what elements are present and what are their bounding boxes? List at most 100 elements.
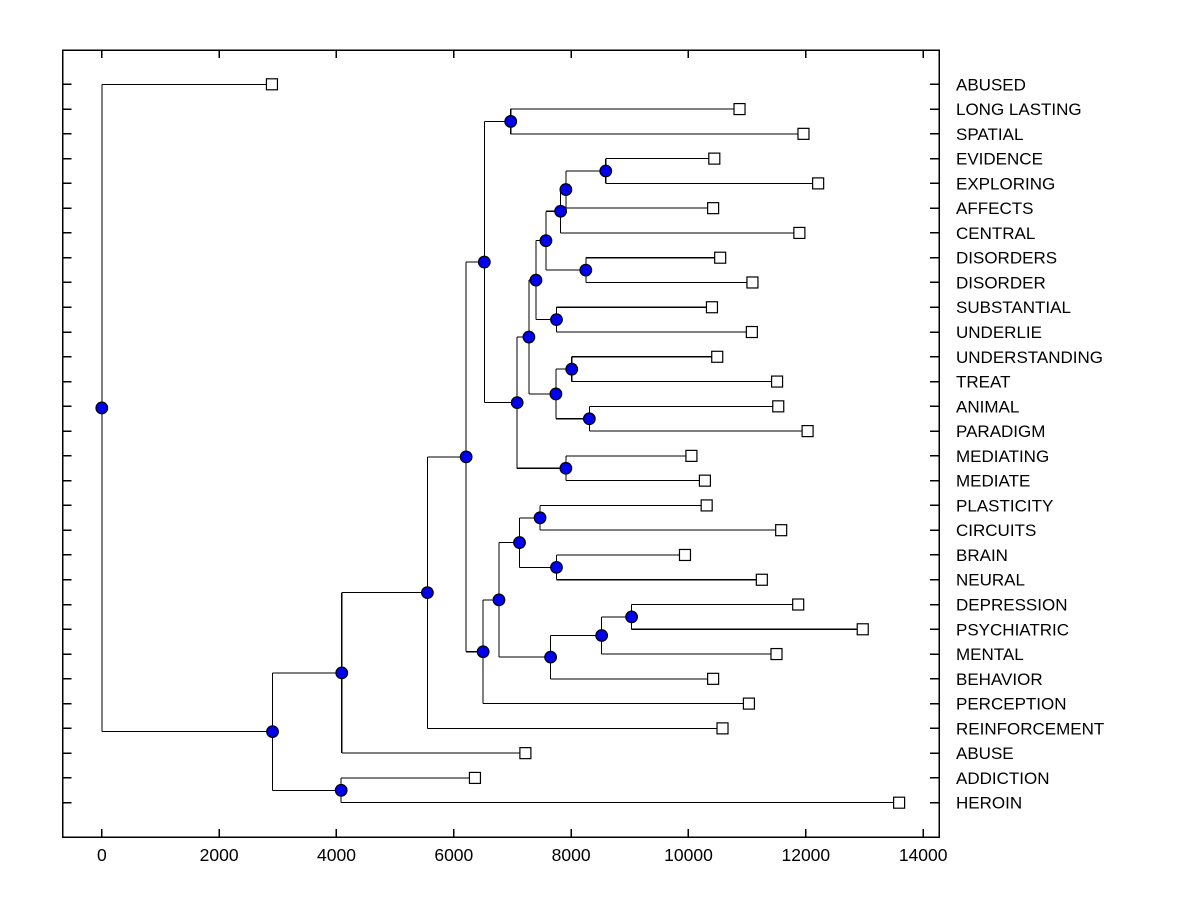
leaf-label-affects: AFFECTS: [956, 199, 1033, 218]
leaf-label-reinforcement: REINFORCEMENT: [956, 719, 1104, 738]
leaf-marker-perception: [742, 697, 756, 710]
leaf-label-circuits: CIRCUITS: [956, 521, 1036, 540]
cluster-node-marker-m1: [539, 234, 553, 248]
cluster-node-marker-g2: [476, 645, 490, 659]
leaf-marker-mediating: [685, 449, 698, 462]
axes-frame: [61, 49, 940, 838]
leaf-label-spatial: SPATIAL: [956, 125, 1023, 144]
cluster-node-marker-i1: [522, 330, 536, 344]
leaf-marker-evidence: [708, 152, 721, 165]
cluster-node-marker-e: [421, 586, 434, 600]
cluster-node-marker-d: [334, 783, 348, 797]
leaf-label-central: CENTRAL: [956, 224, 1035, 243]
leaf-label-addiction: ADDICTION: [956, 769, 1050, 788]
cluster-node-marker-h2: [510, 396, 524, 410]
leaf-marker-substantial: [705, 301, 719, 314]
cluster-node-marker-s1: [565, 362, 579, 376]
x-tick-label: 4000: [317, 845, 356, 865]
leaf-marker-psychiatric: [856, 623, 869, 636]
cluster-node-marker-k1: [529, 273, 543, 287]
cluster-node-marker-root: [95, 401, 109, 415]
cluster-node-marker-aa1: [625, 610, 638, 624]
leaf-label-underlie: UNDERLIE: [956, 323, 1042, 342]
cluster-node-marker-t1: [582, 412, 596, 426]
leaf-label-mental: MENTAL: [956, 645, 1024, 664]
leaf-label-behavior: BEHAVIOR: [956, 670, 1043, 689]
x-tick-label: 0: [97, 845, 107, 865]
leaf-label-abused: ABUSED: [956, 75, 1026, 94]
leaf-marker-affects: [707, 202, 720, 215]
leaf-label-mediating: MEDIATING: [956, 447, 1049, 466]
leaf-label-disorders: DISORDERS: [956, 249, 1057, 268]
leaf-marker-addiction: [468, 771, 482, 785]
cluster-node-marker-u1: [492, 593, 506, 607]
x-tick-label: 6000: [434, 845, 473, 865]
leaf-marker-disorder: [746, 276, 759, 289]
x-tick-label: 12000: [781, 845, 830, 865]
cluster-node-marker-v1: [513, 536, 526, 549]
leaf-marker-central: [793, 226, 806, 240]
cluster-node-marker-w1: [544, 650, 558, 664]
leaf-label-psychiatric: PSYCHIATRIC: [956, 620, 1069, 639]
leaf-label-depression: DEPRESSION: [956, 596, 1067, 615]
x-tick-label: 14000: [899, 845, 948, 865]
leaf-marker-abused: [265, 78, 279, 91]
x-tick-label: 2000: [200, 845, 239, 865]
leaf-marker-animal: [772, 400, 785, 413]
leaf-marker-underlie: [745, 325, 758, 339]
leaf-label-neural: NEURAL: [956, 571, 1025, 590]
leaf-marker-plasticity: [700, 499, 713, 512]
leaf-label-evidence: EVIDENCE: [956, 150, 1043, 169]
leaf-marker-treat: [770, 375, 784, 388]
leaf-marker-long-lasting: [733, 102, 746, 116]
leaf-label-disorder: DISORDER: [956, 273, 1046, 292]
leaf-marker-paradigm: [801, 425, 814, 438]
cluster-node-marker-c: [335, 666, 349, 680]
cluster-node-marker-q1: [559, 183, 573, 196]
leaf-marker-abuse: [519, 747, 532, 760]
x-tick-label: 10000: [664, 845, 713, 865]
leaf-label-understanding: UNDERSTANDING: [956, 348, 1103, 367]
leaf-marker-mental: [770, 647, 783, 661]
x-tick-label: 8000: [552, 845, 591, 865]
leaf-label-heroin: HEROIN: [956, 794, 1022, 813]
leaf-label-exploring: EXPLORING: [956, 174, 1055, 193]
leaf-label-brain: BRAIN: [956, 546, 1008, 565]
leaf-marker-reinforcement: [716, 722, 729, 735]
cluster-node-marker-b: [266, 725, 279, 738]
leaf-marker-depression: [792, 598, 805, 611]
cluster-node-marker-p1: [579, 263, 593, 277]
cluster-node-marker-l1: [549, 387, 563, 401]
cluster-node-marker-h1: [504, 115, 518, 128]
leaf-label-perception: PERCEPTION: [956, 695, 1067, 714]
leaf-marker-circuits: [775, 524, 788, 537]
leaf-marker-heroin: [893, 796, 906, 809]
leaf-label-substantial: SUBSTANTIAL: [956, 298, 1071, 317]
leaf-label-plasticity: PLASTICITY: [956, 496, 1053, 515]
cluster-node-marker-r1: [599, 164, 613, 178]
leaf-marker-spatial: [797, 127, 810, 140]
leaf-label-paradigm: PARADIGM: [956, 422, 1045, 441]
leaf-label-long-lasting: LONG LASTING: [956, 100, 1082, 119]
leaf-label-mediate: MEDIATE: [956, 472, 1030, 491]
leaf-label-treat: TREAT: [956, 373, 1010, 392]
leaf-marker-understanding: [711, 350, 724, 363]
cluster-node-marker-y1: [550, 560, 563, 574]
leaf-marker-neural: [755, 573, 768, 586]
leaf-marker-exploring: [812, 177, 825, 190]
cluster-node-marker-n1: [550, 313, 563, 327]
cluster-node-marker-j1: [559, 461, 573, 475]
leaf-marker-mediate: [698, 474, 712, 487]
cluster-node-marker-x1: [533, 511, 547, 525]
leaf-label-abuse: ABUSE: [956, 744, 1014, 763]
cluster-node-marker-g1: [477, 255, 491, 269]
leaf-marker-disorders: [714, 251, 727, 264]
cluster-node-marker-z1: [595, 629, 609, 642]
leaf-label-animal: ANIMAL: [956, 397, 1019, 416]
cluster-node-marker-o1: [554, 204, 567, 218]
leaf-marker-behavior: [707, 672, 720, 685]
leaf-marker-brain: [678, 548, 692, 562]
cluster-node-marker-f: [459, 450, 473, 464]
